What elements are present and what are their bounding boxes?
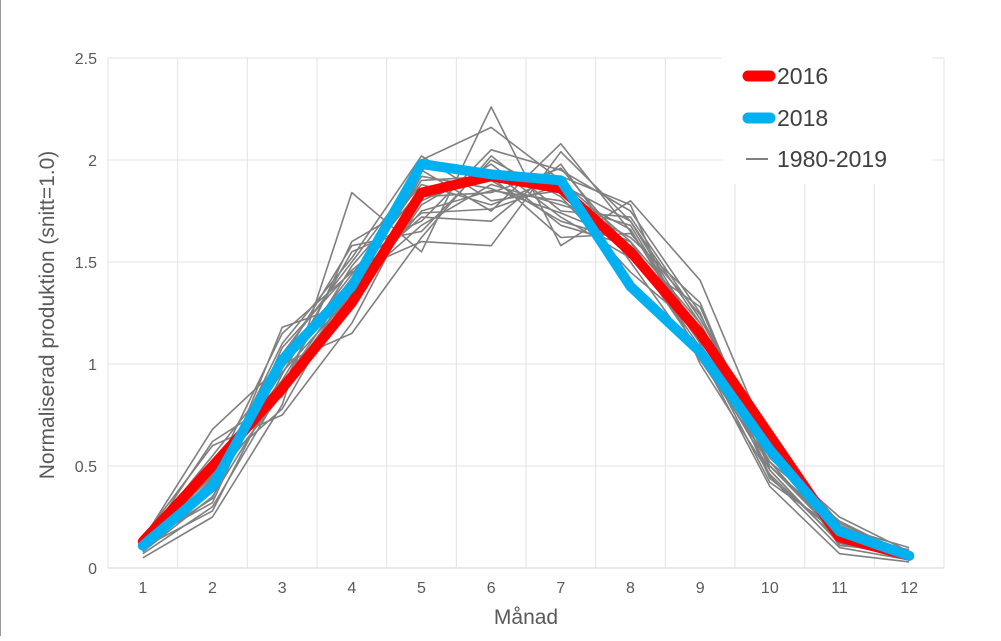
x-tick-label: 4	[347, 580, 356, 597]
series-line-1980-2019	[142, 155, 910, 559]
x-tick-label: 6	[487, 580, 496, 597]
x-axis-label: Månad	[494, 606, 558, 629]
x-tick-label: 9	[696, 580, 705, 597]
x-tick-label: 1	[138, 580, 147, 597]
highlight-series-lines	[137, 159, 915, 561]
y-tick-label: 2	[88, 153, 97, 170]
legend-label-2018: 2018	[777, 105, 828, 131]
y-tick-label: 1	[88, 357, 97, 374]
series-line-2018	[137, 159, 915, 561]
y-tick-label: 2.5	[75, 51, 97, 68]
x-axis-tick-labels: 1 2 3 4 5 6 7 8 9 10 11 12	[138, 580, 918, 597]
legend-label-2016: 2016	[777, 63, 828, 89]
y-tick-label: 0	[88, 561, 97, 578]
frame-border	[0, 0, 1, 636]
x-tick-label: 2	[208, 580, 217, 597]
legend: 2016 2018 1980-2019	[722, 54, 932, 184]
x-tick-label: 12	[900, 580, 918, 597]
x-tick-label: 10	[761, 580, 779, 597]
legend-label-1980-2019: 1980-2019	[777, 146, 887, 172]
y-axis-tick-labels: 0 0.5 1 1.5 2 2.5	[75, 51, 97, 578]
y-tick-label: 0.5	[75, 459, 97, 476]
x-tick-label: 7	[556, 580, 565, 597]
series-line-2016	[137, 171, 915, 561]
y-tick-label: 1.5	[75, 255, 97, 272]
y-axis-label: Normaliserad produktion (snitt=1.0)	[36, 151, 59, 480]
x-tick-label: 5	[417, 580, 426, 597]
x-tick-label: 11	[831, 580, 848, 597]
x-tick-label: 3	[278, 580, 287, 597]
x-tick-label: 8	[626, 580, 635, 597]
series-line-1980-2019	[142, 175, 910, 561]
